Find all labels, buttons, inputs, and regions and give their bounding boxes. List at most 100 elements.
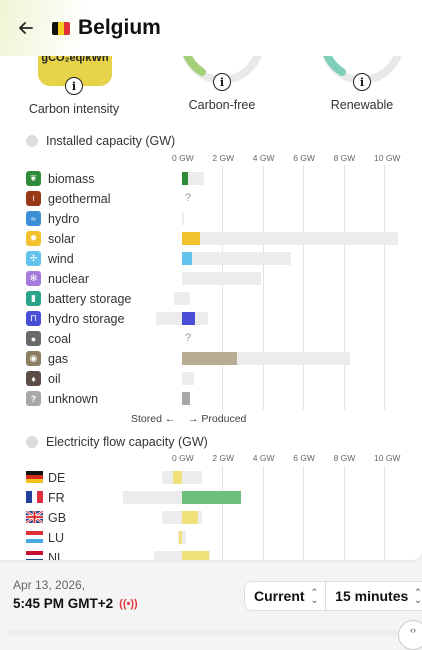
capacity-bar-bg xyxy=(173,292,191,305)
be-flag-icon xyxy=(52,21,70,35)
installed-capacity-header[interactable]: Installed capacity (GW) xyxy=(26,134,175,148)
capacity-row-wind[interactable]: ✢ wind xyxy=(26,249,406,269)
zone-details-panel: Belgium gCO₂eq/kWh i Carbon intensity i … xyxy=(0,0,422,560)
capacity-row-label: solar xyxy=(48,232,76,246)
question-icon: ? xyxy=(26,391,41,406)
capacity-row-biomass[interactable]: ❦ biomass xyxy=(26,169,406,189)
flow-grid-line xyxy=(384,466,385,560)
back-button[interactable] xyxy=(12,14,40,42)
production-bar xyxy=(182,312,196,325)
gb-flag-icon xyxy=(26,511,43,523)
battery-icon: ▮ xyxy=(26,291,41,306)
flow-capacity-header[interactable]: Electricity flow capacity (GW) xyxy=(26,435,208,449)
section-toggle-dot[interactable] xyxy=(26,135,38,147)
gas-flame-icon: ◉ xyxy=(26,351,41,366)
flow-capacity-bg xyxy=(153,551,211,560)
chevron-updown-icon: ⌃ ⌄ xyxy=(414,587,422,605)
installed-grid-line xyxy=(343,165,345,410)
installed-tick-label: 2 GW xyxy=(212,153,235,163)
flow-row-label: NL xyxy=(48,551,64,560)
flow-row-DE[interactable]: DE xyxy=(26,468,406,488)
capacity-row-gas[interactable]: ◉ gas xyxy=(26,349,406,369)
capacity-bar-bg xyxy=(182,372,195,385)
capacity-bar-bg xyxy=(182,232,399,245)
time-selector: Current ⌃ ⌄ 15 minutes ⌃ ⌄ xyxy=(244,581,422,611)
installed-grid-line xyxy=(384,165,385,410)
capacity-row-battery-storage[interactable]: ▮ battery storage xyxy=(26,289,406,309)
produced-label: → Produced xyxy=(188,413,247,425)
stored-text: Stored xyxy=(131,413,162,425)
installed-capacity-title: Installed capacity (GW) xyxy=(46,134,176,148)
flow-grid-line xyxy=(343,466,345,560)
capacity-row-label: gas xyxy=(48,352,69,366)
capacity-row-geothermal[interactable]: ≀ geothermal xyxy=(26,189,406,209)
capacity-row-coal[interactable]: ● coal xyxy=(26,329,406,349)
flow-grid-line xyxy=(303,466,305,560)
flow-row-NL[interactable]: NL xyxy=(26,548,406,560)
atom-icon: ✻ xyxy=(26,271,41,286)
capacity-row-hydro-storage[interactable]: ⊓ hydro storage xyxy=(26,309,406,329)
flow-row-LU[interactable]: LU xyxy=(26,528,406,548)
flow-row-FR[interactable]: FR xyxy=(26,488,406,508)
capacity-bar-bg xyxy=(182,252,292,265)
installed-grid-line xyxy=(222,165,224,410)
installed-grid-line xyxy=(303,165,305,410)
capacity-row-oil[interactable]: ♦ oil xyxy=(26,369,406,389)
production-bar xyxy=(182,232,201,245)
flow-bar xyxy=(182,551,210,560)
production-bar xyxy=(182,392,191,405)
installed-grid-line xyxy=(262,165,264,410)
capacity-row-solar[interactable]: ✹ solar xyxy=(26,229,406,249)
production-bar xyxy=(182,172,189,185)
capacity-row-label: hydro xyxy=(48,212,80,226)
flow-grid-line xyxy=(262,466,264,560)
carbon-free-info-icon[interactable]: i xyxy=(213,73,231,91)
leaf-icon: ❦ xyxy=(26,171,41,186)
renewable-info-icon[interactable]: i xyxy=(353,73,371,91)
flow-bar xyxy=(182,491,241,504)
installed-tick-label: 6 GW xyxy=(293,153,315,163)
live-broadcast-icon: ((•)) xyxy=(119,597,138,610)
de-flag-icon xyxy=(26,471,43,483)
carbon-intensity-info-icon[interactable]: i xyxy=(65,77,83,95)
installed-tick-label: 8 GW xyxy=(333,153,356,163)
mode-select[interactable]: Current ⌃ ⌄ xyxy=(245,582,327,610)
coal-drop-icon: ● xyxy=(26,331,41,346)
flow-row-label: DE xyxy=(48,471,66,485)
capacity-bar-bg xyxy=(182,212,185,225)
flow-row-label: LU xyxy=(48,531,64,545)
capacity-row-unknown[interactable]: ? unknown xyxy=(26,389,406,409)
capacity-row-nuclear[interactable]: ✻ nuclear xyxy=(26,269,406,289)
carbon-free-label: Carbon-free xyxy=(188,98,256,112)
capacity-row-label: hydro storage xyxy=(48,312,125,326)
flow-tick-label: 6 GW xyxy=(293,453,315,463)
time-value: 5:45 PM GMT+2 xyxy=(13,596,114,611)
installed-tick-label: 10 GW xyxy=(374,153,401,163)
arrow-left-icon xyxy=(19,22,33,34)
production-bar xyxy=(182,352,237,365)
capacity-row-label: nuclear xyxy=(48,272,89,286)
carbon-intensity-label: Carbon intensity xyxy=(28,102,120,116)
flow-tick-label: 10 GW xyxy=(374,453,401,463)
water-waves-icon: ≈ xyxy=(26,211,41,226)
wind-turbine-icon: ✢ xyxy=(26,251,41,266)
interval-select[interactable]: 15 minutes ⌃ ⌄ xyxy=(326,582,422,610)
capacity-row-label: unknown xyxy=(48,392,99,406)
timeline-scrubber[interactable] xyxy=(8,630,398,636)
capacity-row-label: coal xyxy=(48,332,71,346)
capacity-row-label: geothermal xyxy=(48,192,111,206)
zone-header: Belgium xyxy=(0,0,422,56)
flow-row-GB[interactable]: GB xyxy=(26,508,406,528)
unknown-value-mark: ? xyxy=(185,332,192,344)
capacity-row-hydro[interactable]: ≈ hydro xyxy=(26,209,406,229)
date-text: Apr 13, 2026, xyxy=(13,578,86,592)
capacity-row-label: biomass xyxy=(48,172,95,186)
time-text: 5:45 PM GMT+2 ((•)) xyxy=(13,596,138,611)
produced-text: Produced xyxy=(201,413,247,425)
section-toggle-dot[interactable] xyxy=(26,436,38,448)
stored-label: Stored ← xyxy=(131,413,176,425)
expand-icon[interactable]: ‹› xyxy=(398,620,422,650)
flow-capacity-bg xyxy=(161,471,203,484)
capacity-row-label: battery storage xyxy=(48,292,132,306)
installed-tick-label: 0 GW xyxy=(172,153,194,163)
